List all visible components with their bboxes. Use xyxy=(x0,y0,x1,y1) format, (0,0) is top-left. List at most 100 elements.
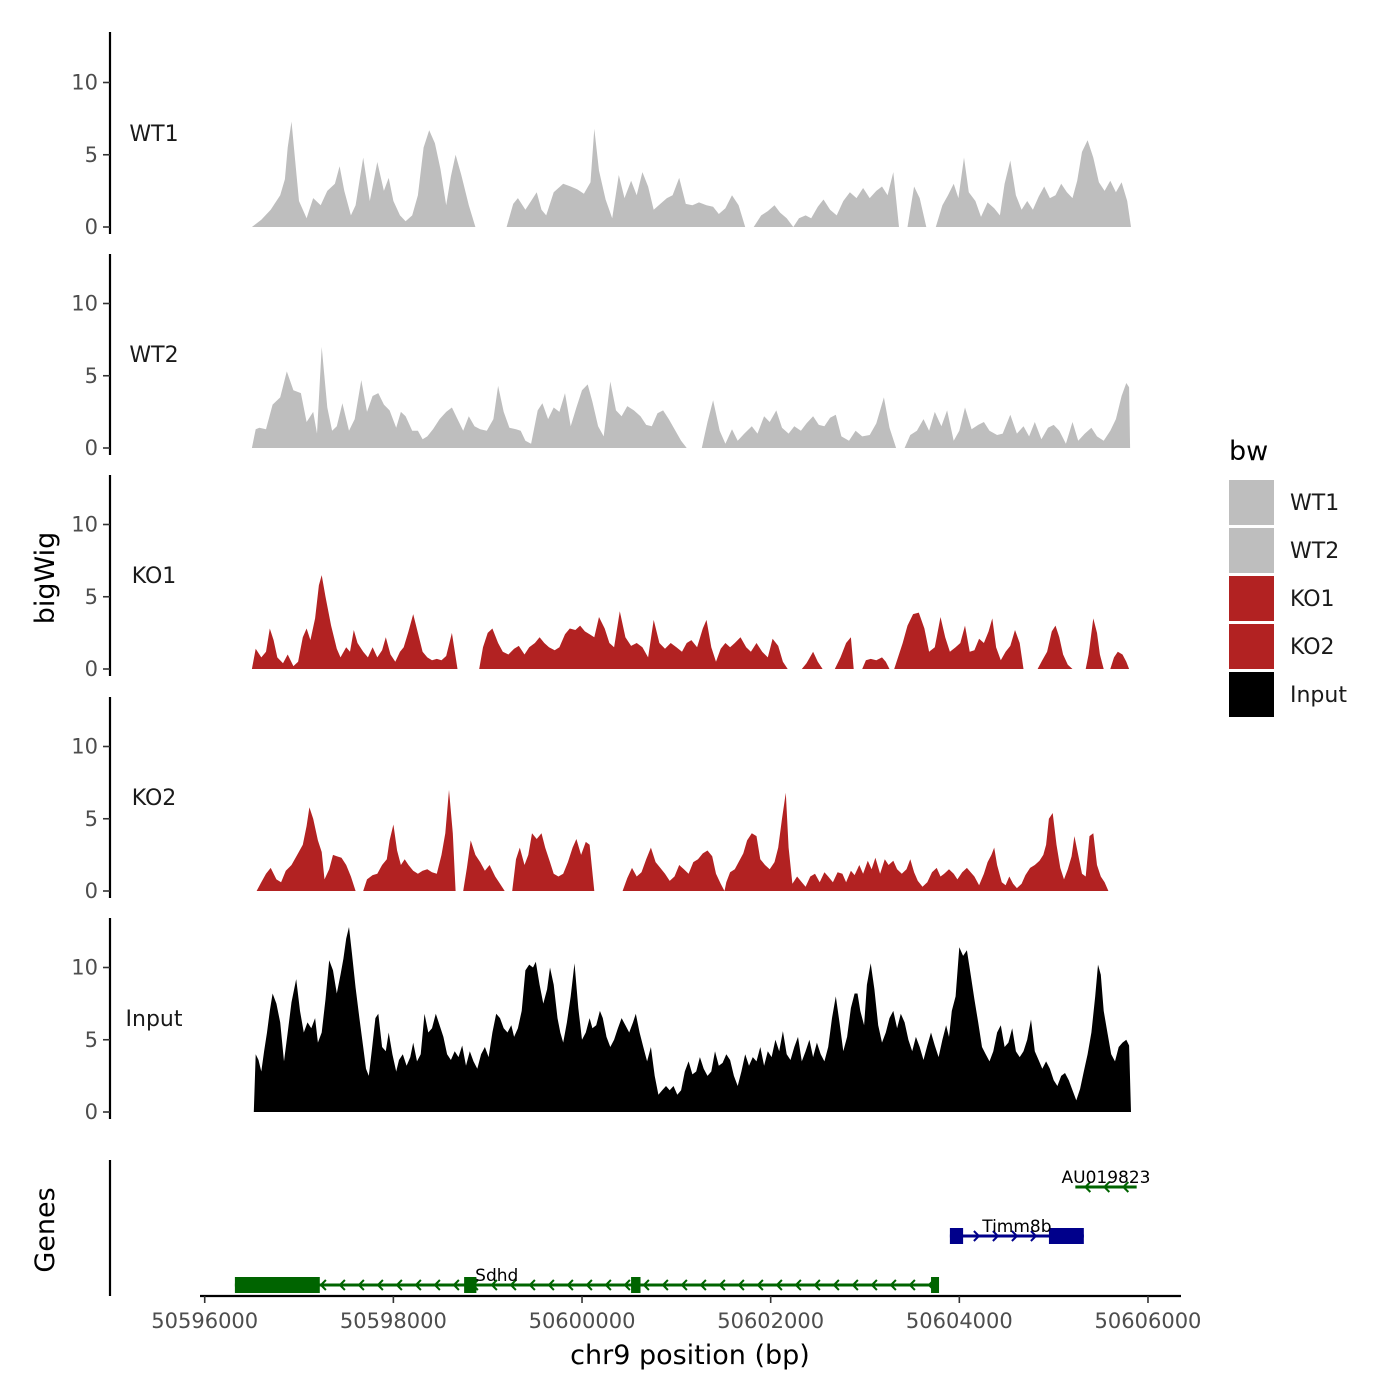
y-tick-label: 0 xyxy=(85,879,98,903)
y-tick-label: 5 xyxy=(85,1028,98,1052)
legend-label: KO2 xyxy=(1290,635,1335,660)
strand-arrow xyxy=(661,1279,669,1291)
track-wt1: 0 5 10 WT1 xyxy=(71,32,1131,239)
strand-arrow xyxy=(490,1279,498,1291)
strand-arrow xyxy=(1121,1181,1130,1193)
exon xyxy=(464,1277,477,1293)
legend-swatch xyxy=(1229,672,1274,717)
strand-arrow xyxy=(851,1279,859,1291)
exon xyxy=(949,1228,964,1244)
strand-arrow xyxy=(414,1279,422,1291)
y-tick-label: 5 xyxy=(85,807,98,831)
strand-arrow xyxy=(604,1279,612,1291)
gene-au019823: AU019823 xyxy=(1062,1168,1151,1193)
exon xyxy=(1048,1228,1084,1244)
strand-arrow xyxy=(908,1279,916,1291)
strand-arrow xyxy=(775,1279,783,1291)
strand-arrow xyxy=(794,1279,802,1291)
strand-arrow xyxy=(338,1279,346,1291)
signal-tracks: 0 5 10 WT1 0 5 10 WT2 0 5 10 KO1 0 5 10 KO2 0 5 10 Input xyxy=(71,32,1132,1124)
y-tick-label: 5 xyxy=(85,364,98,388)
genes-panel: Sdhd Timm8b AU019823 xyxy=(108,1160,1151,1296)
strand-arrow xyxy=(737,1279,745,1291)
legend-swatch xyxy=(1229,480,1274,525)
y-tick-label: 5 xyxy=(85,143,98,167)
track-label: Input xyxy=(126,1007,183,1032)
strand-arrow xyxy=(1030,1230,1038,1242)
exon xyxy=(631,1277,641,1293)
y-tick-label: 0 xyxy=(85,215,98,239)
signal-area-ko1 xyxy=(251,575,1130,669)
strand-arrow xyxy=(992,1230,1000,1242)
strand-arrow xyxy=(642,1279,650,1291)
track-label: WT2 xyxy=(129,343,178,368)
y-tick-label: 10 xyxy=(71,513,98,537)
strand-arrow xyxy=(319,1279,327,1291)
x-axis-title: chr9 position (bp) xyxy=(570,1340,810,1371)
strand-arrow xyxy=(1102,1181,1111,1193)
y-axis-title: bigWig xyxy=(30,532,61,625)
track-ko2: 0 5 10 KO2 xyxy=(71,697,1109,903)
x-tick-label: 50606000 xyxy=(1095,1309,1202,1333)
legend-item-wt1: WT1 xyxy=(1229,480,1339,525)
strand-arrow xyxy=(973,1230,981,1242)
legend-item-wt2: WT2 xyxy=(1229,528,1339,573)
gene-label: Timm8b xyxy=(981,1217,1051,1237)
track-input: 0 5 10 Input xyxy=(71,918,1132,1124)
strand-arrow xyxy=(680,1279,688,1291)
strand-arrow xyxy=(699,1279,707,1291)
legend-label: KO1 xyxy=(1290,587,1335,612)
y-tick-label: 0 xyxy=(85,436,98,460)
strand-arrow xyxy=(509,1279,517,1291)
legend-label: WT2 xyxy=(1290,539,1339,564)
gene-label: AU019823 xyxy=(1062,1168,1151,1188)
strand-arrow xyxy=(1011,1230,1019,1242)
strand-arrow xyxy=(889,1279,897,1291)
gene-label: Sdhd xyxy=(475,1266,518,1286)
track-ko1: 0 5 10 KO1 xyxy=(71,475,1130,681)
legend-item-ko2: KO2 xyxy=(1229,624,1335,669)
legend-swatch xyxy=(1229,576,1274,621)
signal-area-wt2 xyxy=(251,346,1131,448)
legend-title: bw xyxy=(1229,436,1268,467)
gene-sdhd: Sdhd xyxy=(234,1266,940,1293)
exon xyxy=(931,1277,940,1293)
x-tick-label: 50604000 xyxy=(906,1309,1013,1333)
x-tick-label: 50600000 xyxy=(529,1309,636,1333)
strand-arrow xyxy=(452,1279,460,1291)
strand-arrow xyxy=(376,1279,384,1291)
x-tick-label: 50602000 xyxy=(717,1309,824,1333)
exon xyxy=(234,1277,320,1293)
strand-arrow xyxy=(756,1279,764,1291)
track-label: WT1 xyxy=(129,122,178,147)
strand-arrow xyxy=(832,1279,840,1291)
y-tick-label: 10 xyxy=(71,71,98,95)
x-tick-label: 50596000 xyxy=(151,1309,258,1333)
strand-arrow xyxy=(357,1279,365,1291)
legend-item-input: Input xyxy=(1229,672,1347,717)
strand-arrow xyxy=(870,1279,878,1291)
legend-label: WT1 xyxy=(1290,491,1339,516)
y-tick-label: 0 xyxy=(85,657,98,681)
legend-swatch xyxy=(1229,528,1274,573)
signal-area-wt1 xyxy=(251,121,1131,227)
y-tick-label: 0 xyxy=(85,1100,98,1124)
signal-area-ko2 xyxy=(256,789,1109,891)
signal-area-input xyxy=(253,927,1132,1112)
strand-arrow xyxy=(528,1279,536,1291)
strand-arrow xyxy=(1083,1181,1092,1193)
track-label: KO2 xyxy=(132,786,177,811)
y-tick-label: 5 xyxy=(85,585,98,609)
strand-arrow xyxy=(813,1279,821,1291)
gene-timm8b: Timm8b xyxy=(949,1217,1084,1244)
y-tick-label: 10 xyxy=(71,292,98,316)
strand-arrow xyxy=(566,1279,574,1291)
genes-axis-title: Genes xyxy=(30,1187,61,1272)
strand-arrow xyxy=(585,1279,593,1291)
y-tick-label: 10 xyxy=(71,956,98,980)
track-label: KO1 xyxy=(132,564,177,589)
legend-swatch xyxy=(1229,624,1274,669)
track-wt2: 0 5 10 WT2 xyxy=(71,254,1131,460)
strand-arrow xyxy=(547,1279,555,1291)
